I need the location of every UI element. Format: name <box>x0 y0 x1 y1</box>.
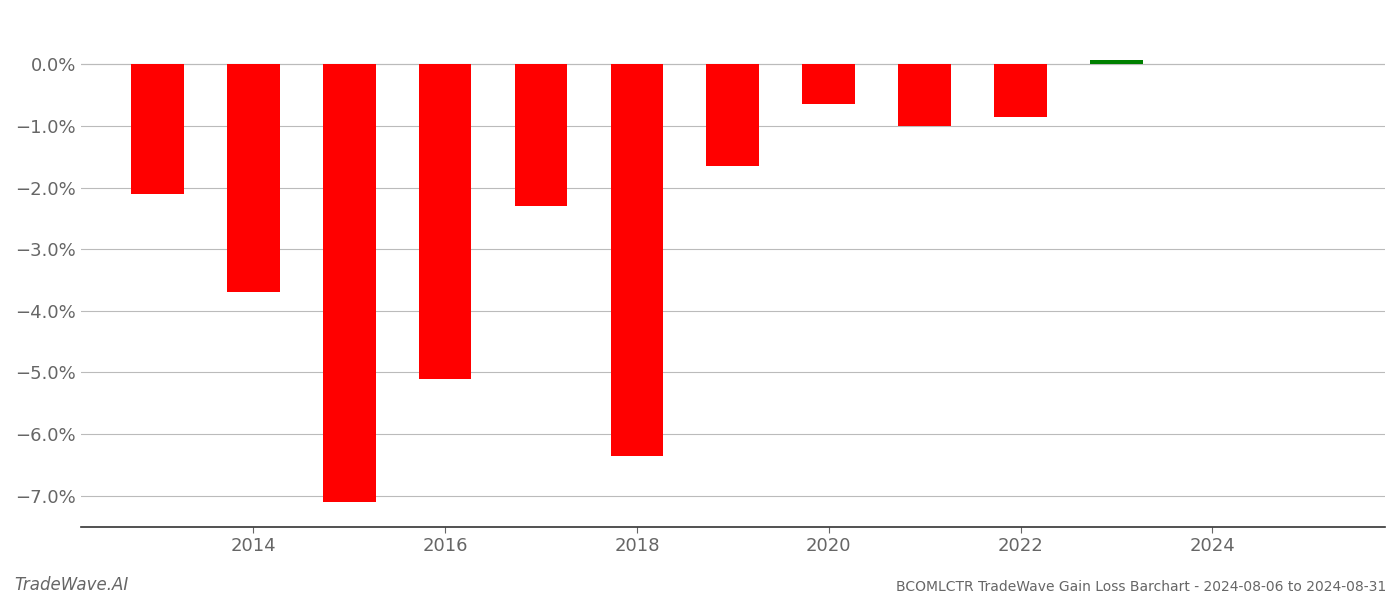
Bar <box>899 64 951 126</box>
Bar <box>610 64 664 456</box>
Bar <box>802 64 855 104</box>
Bar <box>994 64 1047 117</box>
Bar <box>1091 60 1142 64</box>
Text: BCOMLCTR TradeWave Gain Loss Barchart - 2024-08-06 to 2024-08-31: BCOMLCTR TradeWave Gain Loss Barchart - … <box>896 580 1386 594</box>
Bar <box>419 64 472 379</box>
Bar <box>132 64 183 194</box>
Bar <box>707 64 759 166</box>
Bar <box>515 64 567 206</box>
Bar <box>323 64 375 502</box>
Text: TradeWave.AI: TradeWave.AI <box>14 576 129 594</box>
Bar <box>227 64 280 292</box>
